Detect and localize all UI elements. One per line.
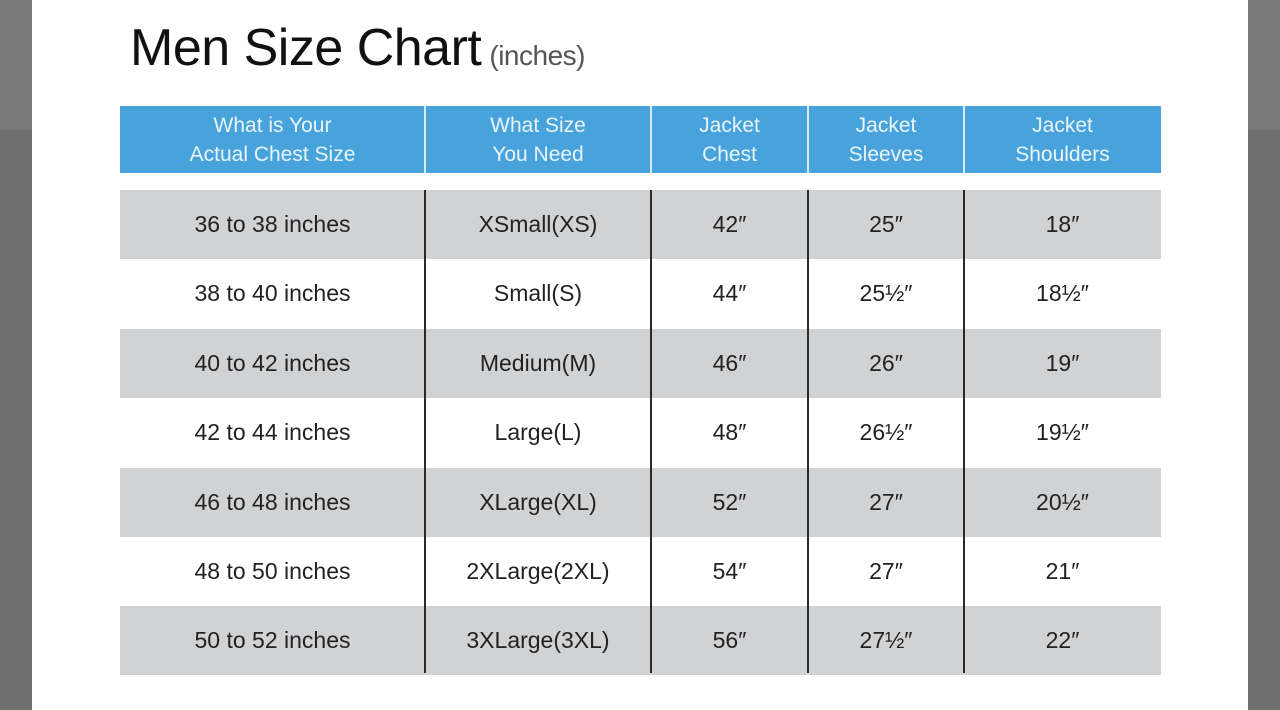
size-cell: XLarge(XL) bbox=[479, 488, 597, 515]
size-cell: Medium(M) bbox=[479, 349, 597, 376]
table-row: 36 to 38 inches XSmall(XS) 42″ 25″ 18″ bbox=[120, 190, 1161, 259]
column-divider bbox=[963, 190, 965, 673]
header-chest-size: What is Your Actual Chest Size bbox=[189, 113, 356, 166]
header-divider bbox=[963, 106, 965, 173]
jacket-shoulders-cell: 21″ bbox=[1045, 558, 1080, 584]
page-title: Men Size Chart (inches) bbox=[130, 18, 585, 78]
chest-size-cell: 46 to 48 inches bbox=[194, 488, 351, 515]
header-size-needed: What Size You Need bbox=[490, 113, 586, 166]
jacket-sleeves-cell: 25″ bbox=[869, 211, 903, 237]
jacket-sleeves-cell: 27″ bbox=[869, 558, 903, 584]
header-divider bbox=[807, 106, 809, 173]
jacket-sleeves-cell: 26″ bbox=[869, 349, 903, 376]
table-row: 38 to 40 inches Small(S) 44″ 25½″ 18½″ bbox=[120, 259, 1161, 328]
jacket-sleeves-cell: 27″ bbox=[869, 488, 903, 515]
column-divider bbox=[424, 190, 426, 673]
jacket-shoulders-cell: 19½″ bbox=[1036, 419, 1089, 446]
title-unit: (inches) bbox=[489, 40, 585, 71]
header-jacket-sleeves: Jacket Sleeves bbox=[848, 113, 924, 166]
chest-size-cell: 38 to 40 inches bbox=[194, 280, 351, 307]
chest-size-cell: 36 to 38 inches bbox=[194, 211, 351, 237]
table-row: 48 to 50 inches 2XLarge(2XL) 54″ 27″ 21″ bbox=[120, 537, 1161, 606]
jacket-chest-cell: 42″ bbox=[712, 211, 747, 237]
jacket-shoulders-cell: 19″ bbox=[1045, 349, 1080, 376]
header-divider bbox=[424, 106, 426, 173]
jacket-chest-cell: 52″ bbox=[712, 488, 747, 515]
jacket-shoulders-cell: 18½″ bbox=[1036, 280, 1089, 307]
chest-size-cell: 40 to 42 inches bbox=[194, 349, 351, 376]
table-row: 42 to 44 inches Large(L) 48″ 26½″ 19½″ bbox=[120, 398, 1161, 467]
jacket-sleeves-cell: 25½″ bbox=[859, 280, 913, 307]
table-row: 46 to 48 inches XLarge(XL) 52″ 27″ 20½″ bbox=[120, 467, 1161, 537]
column-divider bbox=[650, 190, 652, 673]
header-jacket-chest: Jacket Chest bbox=[699, 113, 760, 166]
size-cell: Small(S) bbox=[493, 280, 583, 307]
size-cell: 3XLarge(3XL) bbox=[466, 627, 610, 654]
jacket-shoulders-cell: 18″ bbox=[1045, 211, 1080, 237]
jacket-chest-cell: 48″ bbox=[712, 419, 747, 446]
table-row: 40 to 42 inches Medium(M) 46″ 26″ 19″ bbox=[120, 328, 1161, 398]
size-cell: Large(L) bbox=[494, 419, 582, 446]
jacket-chest-cell: 56″ bbox=[712, 627, 747, 654]
jacket-shoulders-cell: 22″ bbox=[1045, 627, 1080, 654]
jacket-chest-cell: 44″ bbox=[712, 280, 747, 307]
chest-size-cell: 50 to 52 inches bbox=[194, 627, 351, 654]
jacket-sleeves-cell: 27½″ bbox=[859, 627, 913, 654]
jacket-shoulders-cell: 20½″ bbox=[1036, 488, 1089, 515]
header-jacket-shoulders: Jacket Shoulders bbox=[1015, 113, 1110, 166]
table-row: 50 to 52 inches 3XLarge(3XL) 56″ 27½″ 22″ bbox=[120, 606, 1161, 676]
chest-size-cell: 42 to 44 inches bbox=[194, 419, 351, 446]
header-divider bbox=[650, 106, 652, 173]
table-header: What is Your Actual Chest Size What Size … bbox=[120, 106, 1161, 173]
chest-size-cell: 48 to 50 inches bbox=[194, 558, 351, 584]
jacket-sleeves-cell: 26½″ bbox=[859, 419, 913, 446]
title-text: Men Size Chart bbox=[130, 19, 482, 77]
jacket-chest-cell: 54″ bbox=[712, 558, 747, 584]
jacket-chest-cell: 46″ bbox=[712, 349, 747, 376]
column-divider bbox=[807, 190, 809, 673]
size-cell: 2XLarge(2XL) bbox=[466, 558, 610, 584]
size-cell: XSmall(XS) bbox=[478, 211, 598, 237]
